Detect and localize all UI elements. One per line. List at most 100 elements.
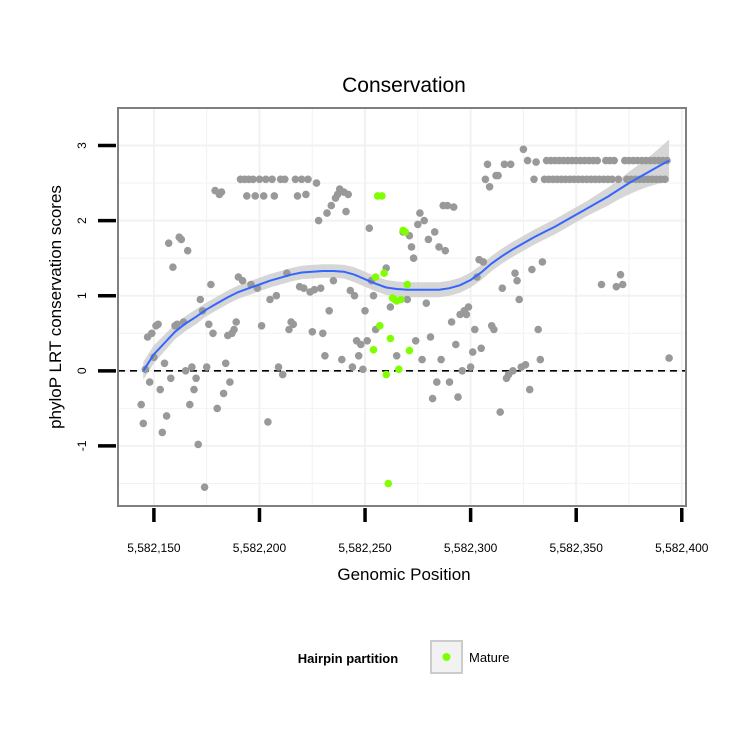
point-other [359,365,367,374]
point-other [205,320,213,329]
point-other [221,359,230,368]
point-other [194,440,202,449]
point-other [164,239,173,247]
point-other [259,192,268,200]
point-other [346,286,355,295]
point-other [264,418,272,426]
point-other [530,175,538,184]
point-other [496,408,505,416]
point-other [519,145,528,154]
point-other [386,303,395,311]
point-other [612,282,621,291]
point-other [139,419,148,428]
point-other [509,367,517,375]
point-other [454,393,462,401]
point-other [471,325,479,334]
point-other [614,175,623,184]
point-other [154,320,162,329]
point-mature [405,346,414,355]
legend-swatch-mature [442,653,451,661]
point-other [183,246,192,255]
y-tick-label: -1 [75,440,89,451]
point-other [513,276,521,285]
point-other [297,175,306,184]
point-other [452,340,460,349]
point-other [226,378,234,386]
point-other [521,361,530,369]
point-other [338,355,346,364]
point-other [616,270,625,279]
point-other [169,263,177,272]
point-other [137,400,145,409]
point-other [538,258,547,266]
point-other [597,280,606,289]
point-other [477,344,486,353]
point-other [515,295,523,304]
point-other [462,310,471,319]
point-other [498,284,507,293]
panel-border [117,107,687,507]
point-mature [378,192,386,200]
smooth-line [142,159,670,372]
point-mature [376,322,384,330]
point-mature [395,365,403,374]
point-other [312,179,321,187]
series-mature [369,192,414,488]
point-other [329,276,338,285]
point-other [270,192,279,200]
point-other [213,404,221,413]
point-other [162,412,171,420]
point-other [409,254,418,262]
x-tick-label: 5,582,150 [127,541,181,555]
point-other [177,235,186,244]
point-other [342,207,350,216]
y-axis: -1 0 1 2 3 [75,142,116,451]
point-other [661,175,669,184]
legend-title: Hairpin partition [298,651,398,666]
points-layer [137,145,673,492]
point-other [506,160,515,169]
point-other [202,363,211,371]
point-other [483,160,492,169]
point-mature [386,334,395,343]
point-other [447,318,456,326]
point-other [528,265,536,274]
x-tick-label: 5,582,350 [550,541,604,555]
point-other [511,269,519,278]
point-other [325,307,334,315]
point-other [433,378,441,386]
point-other [428,394,437,403]
point-other [302,190,310,199]
point-other [319,329,327,338]
point-other [392,352,401,360]
point-other [481,175,490,184]
x-tick-label: 5,582,250 [338,541,392,555]
point-other [255,175,264,184]
point-other [281,175,289,184]
point-other [494,171,502,180]
point-other [418,355,426,364]
point-other [350,291,359,300]
point-mature [369,346,378,354]
y-axis-title: phyloP LRT conservation scores [46,185,65,429]
point-mature [371,273,380,281]
point-mature [403,280,412,289]
y-tick-label: 0 [75,367,89,374]
point-other [424,235,433,244]
point-other [327,201,336,210]
point-mature [380,269,388,278]
point-other [369,291,378,300]
point-other [249,175,257,184]
point-other [422,299,431,308]
point-other [354,352,363,360]
y-tick-label: 1 [75,292,89,299]
point-other [363,337,372,345]
point-other [272,291,281,300]
point-other [300,284,308,293]
point-other [437,355,445,364]
point-other [407,243,416,251]
point-other [414,220,422,229]
series-other [137,145,673,492]
point-other [468,348,477,356]
